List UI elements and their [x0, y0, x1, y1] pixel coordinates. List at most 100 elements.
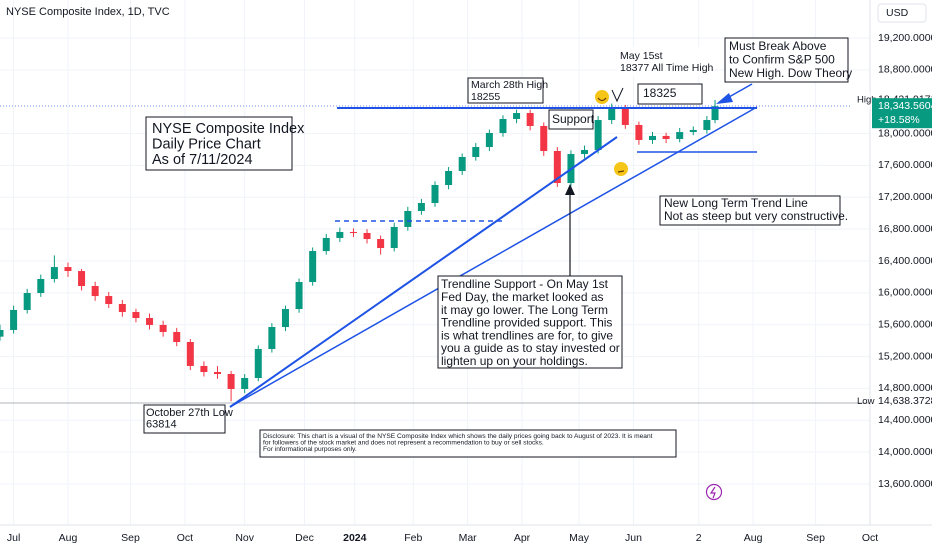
candle-body — [23, 293, 31, 310]
candle-body — [431, 185, 439, 204]
candle-body — [363, 232, 371, 240]
trendline-note: Trendline Support - On May 1st — [441, 277, 609, 291]
y-tick-label: 16,400.0000 — [878, 255, 932, 267]
x-tick-label: Mar — [459, 532, 478, 544]
high-name: High — [857, 94, 877, 105]
candle-body — [635, 124, 643, 141]
y-tick-label: 16,000.0000 — [878, 287, 932, 299]
candle-body — [0, 329, 4, 337]
x-tick-label: Dec — [295, 532, 314, 544]
trendline-note: is what trendlines are for, to give — [441, 328, 613, 342]
candle-body — [281, 309, 289, 328]
x-tick-label: Sep — [121, 532, 140, 544]
march-high-note: 18255 — [471, 91, 500, 103]
candle-body — [349, 232, 357, 234]
x-tick-label: Oct — [177, 532, 193, 544]
candle-body — [146, 318, 154, 325]
candle-body — [64, 267, 72, 272]
level-lines — [0, 105, 870, 404]
y-tick-label: 18,800.0000 — [878, 64, 932, 76]
candle-body — [485, 133, 493, 148]
currency[interactable]: USD — [886, 7, 909, 19]
box — [618, 47, 712, 76]
arrow-head — [716, 93, 733, 104]
symbol-header: NYSE Composite Index, 1D, TVC — [6, 6, 170, 18]
candle-body — [499, 118, 507, 134]
candle-body — [621, 108, 629, 125]
x-tick-label: Nov — [235, 532, 254, 544]
smile-icon — [597, 97, 607, 102]
candle-body — [132, 311, 140, 319]
x-tick-label: 2024 — [343, 532, 367, 544]
smile-icon — [595, 90, 609, 104]
trendline-note: lighten up on your holdings. — [441, 354, 588, 368]
trend-note: Not as steep but very constructive. — [664, 209, 848, 223]
march-high-note: March 28th High — [471, 79, 548, 91]
candle-body — [91, 286, 99, 297]
chart-label: NYSE Composite Index — [152, 121, 305, 137]
box — [437, 275, 623, 369]
candle-body — [703, 120, 711, 130]
thinking-icon — [614, 162, 628, 176]
box — [548, 109, 594, 130]
candle-body — [186, 341, 194, 366]
must-break-note: to Confirm S&P 500 — [729, 53, 835, 67]
candle-body — [78, 271, 86, 287]
peak-arrow — [611, 87, 624, 103]
candle-body — [711, 106, 719, 121]
trendline-note: Trendline provided support. This — [441, 316, 612, 330]
last-price-box — [872, 98, 932, 129]
level-note: 18325 — [643, 86, 677, 100]
candle-body — [214, 372, 221, 375]
last-price: 18,343.5604 — [878, 100, 932, 112]
disclosure-note: For informational purposes only. — [263, 446, 357, 453]
steep-trendline — [229, 136, 618, 408]
currency-box[interactable] — [877, 3, 927, 23]
candle-body — [254, 349, 262, 378]
low-name: Low — [857, 396, 875, 407]
candle-body — [417, 203, 425, 211]
x-tick-label: Jun — [625, 532, 642, 544]
box — [467, 77, 544, 104]
candle-body — [118, 304, 126, 312]
candle-body — [377, 239, 385, 249]
october-low-note: 63814 — [146, 418, 177, 430]
candle-body — [322, 237, 330, 252]
october-low-note: October 27th Low — [146, 407, 233, 419]
box — [143, 404, 226, 434]
trendline-note: it may go lower. The Long Term — [441, 303, 608, 317]
y-tick-label: 18,000.0000 — [878, 127, 932, 139]
annotation-boxes — [143, 37, 849, 458]
box — [145, 116, 293, 171]
candle-body — [689, 129, 697, 133]
candle-body — [200, 365, 208, 373]
x-tick-label: Jul — [7, 532, 20, 544]
trend-note: New Long Term Trend Line — [664, 196, 808, 210]
candle-body — [581, 149, 589, 155]
candle-body — [390, 226, 398, 249]
candle-body — [608, 108, 616, 121]
must-break-note: Must Break Above — [729, 39, 827, 53]
high-name-box — [852, 91, 870, 108]
candle-body — [50, 267, 58, 279]
candle-body — [241, 377, 249, 389]
candle-body — [309, 251, 317, 283]
box — [724, 37, 849, 83]
y-tick-label: 17,600.0000 — [878, 159, 932, 171]
candle-body — [676, 132, 684, 139]
support-note: Support — [552, 112, 595, 126]
x-tick-label: Aug — [744, 532, 763, 544]
drawings — [229, 83, 758, 501]
must-break-note: New High. Dow Theory — [729, 66, 852, 80]
y-tick-label: 17,200.0000 — [878, 191, 932, 203]
trendline-note: Fed Day, the market looked as — [441, 290, 604, 304]
candle-body — [10, 309, 18, 330]
candle-body — [336, 232, 344, 238]
candle-body — [526, 113, 534, 126]
y-tick-label: 15,600.0000 — [878, 318, 932, 330]
disclosure-note: Disclosure: This chart is a visual of th… — [263, 433, 653, 440]
candle-body — [37, 278, 45, 294]
axes: 13,600.0000 14,000.0000 14,400.0000 14,800.… — [7, 32, 932, 544]
